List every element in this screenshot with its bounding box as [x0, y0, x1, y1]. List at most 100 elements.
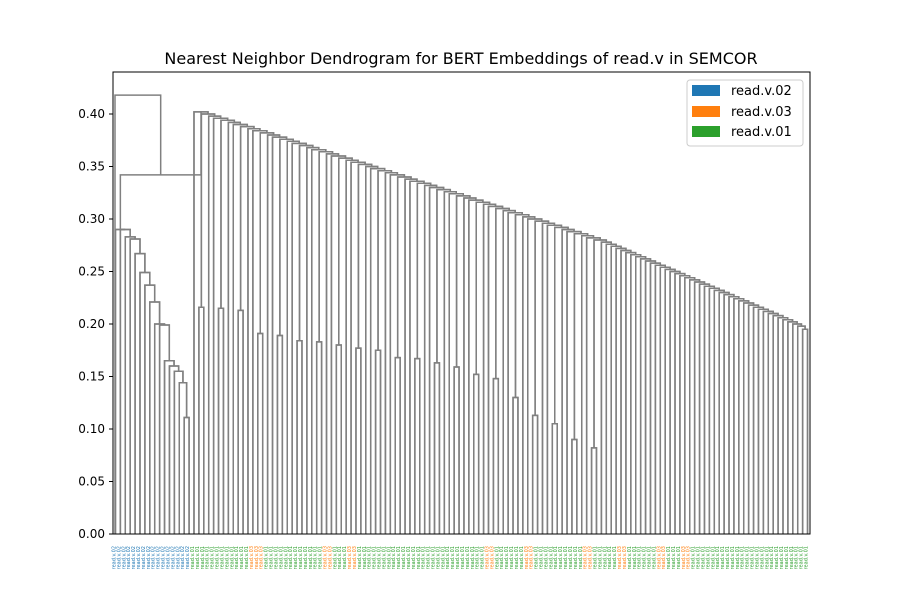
leaf-label: read.v.01	[269, 546, 275, 569]
leaf-label: read.v.03	[352, 546, 358, 569]
leaf-label: read.v.01	[558, 546, 564, 569]
legend-swatch-read-v-01	[692, 126, 720, 137]
leaf-label: read.v.01	[696, 546, 702, 569]
leaf-label: read.v.01	[342, 546, 348, 569]
leaf-label: read.v.01	[676, 546, 682, 569]
leaf-label: read.v.03	[489, 546, 495, 569]
leaf-label: read.v.01	[578, 546, 584, 569]
leaf-label: read.v.01	[337, 546, 343, 569]
leaf-label: read.v.01	[519, 546, 525, 569]
y-axis: 0.00 0.05 0.10 0.15 0.20 0.25 0.30 0.35 0.40	[78, 107, 113, 541]
leaf-label: read.v.01	[750, 546, 756, 569]
legend-label-read-v-02: read.v.02	[731, 84, 792, 99]
leaf-label: read.v.03	[259, 546, 265, 569]
leaf-label: read.v.03	[524, 546, 530, 569]
leaf-label: read.v.01	[391, 546, 397, 569]
leaf-label: read.v.01	[332, 546, 338, 569]
leaf-label: read.v.01	[401, 546, 407, 569]
leaf-label: read.v.02	[141, 546, 147, 569]
legend-swatch-read-v-03	[692, 106, 720, 117]
leaf-label: read.v.01	[494, 546, 500, 569]
leaf-label: read.v.03	[656, 546, 662, 569]
leaf-label: read.v.01	[730, 546, 736, 569]
leaf-label: read.v.01	[480, 546, 486, 569]
leaf-label: read.v.01	[224, 546, 230, 569]
leaf-label: read.v.01	[381, 546, 387, 569]
leaf-label: read.v.02	[161, 546, 167, 569]
y-tick-label: 0.30	[78, 212, 105, 226]
leaf-label: read.v.01	[435, 546, 441, 569]
leaf-label: read.v.03	[583, 546, 589, 569]
y-tick-label: 0.15	[78, 370, 105, 384]
leaf-label: read.v.03	[622, 546, 628, 569]
leaf-label: read.v.01	[720, 546, 726, 569]
y-tick-label: 0.05	[78, 475, 105, 489]
leaf-label: read.v.02	[156, 546, 162, 569]
leaf-label: read.v.01	[219, 546, 225, 569]
leaf-label: read.v.03	[323, 546, 329, 569]
leaf-label: read.v.01	[426, 546, 432, 569]
leaf-label: read.v.01	[406, 546, 412, 569]
leaf-label: read.v.01	[362, 546, 368, 569]
leaf-label: read.v.01	[573, 546, 579, 569]
leaf-label: read.v.01	[794, 546, 800, 569]
leaf-label: read.v.01	[377, 546, 383, 569]
leaf-label: read.v.01	[784, 546, 790, 569]
leaf-label: read.v.01	[612, 546, 618, 569]
leaf-label: read.v.01	[632, 546, 638, 569]
leaf-label: read.v.01	[735, 546, 741, 569]
leaf-label: read.v.01	[386, 546, 392, 569]
leaf-label: read.v.01	[470, 546, 476, 569]
leaf-label: read.v.02	[165, 546, 171, 569]
leaf-label: read.v.01	[293, 546, 299, 569]
leaf-label: read.v.01	[509, 546, 515, 569]
leaf-label: read.v.01	[450, 546, 456, 569]
legend-swatch-read-v-02	[692, 85, 720, 96]
leaf-label: read.v.03	[249, 546, 255, 569]
leaf-label: read.v.01	[637, 546, 643, 569]
y-tick-label: 0.35	[78, 160, 105, 174]
leaf-label: read.v.01	[431, 546, 437, 569]
leaf-label: read.v.01	[205, 546, 211, 569]
leaf-label: read.v.01	[666, 546, 672, 569]
leaf-label: read.v.01	[234, 546, 240, 569]
leaf-label: read.v.01	[568, 546, 574, 569]
leaf-label: read.v.01	[460, 546, 466, 569]
leaf-label: read.v.01	[563, 546, 569, 569]
leaf-label: read.v.01	[308, 546, 314, 569]
leaf-label: read.v.01	[499, 546, 505, 569]
leaf-label: read.v.01	[804, 546, 810, 569]
leaf-label: read.v.01	[691, 546, 697, 569]
leaf-label: read.v.02	[111, 546, 117, 569]
leaf-label: read.v.03	[588, 546, 594, 569]
leaf-label: read.v.01	[789, 546, 795, 569]
chart-title: Nearest Neighbor Dendrogram for BERT Emb…	[164, 49, 757, 68]
leaf-label: read.v.02	[136, 546, 142, 569]
leaf-label: read.v.01	[754, 546, 760, 569]
leaf-label: read.v.01	[445, 546, 451, 569]
plot-frame	[112, 71, 811, 535]
y-tick-label: 0.10	[78, 422, 105, 436]
leaf-label: read.v.01	[779, 546, 785, 569]
leaf-label: read.v.01	[278, 546, 284, 569]
dendrogram-root-link	[114, 94, 162, 534]
leaf-label: read.v.01	[440, 546, 446, 569]
leaf-label: read.v.01	[244, 546, 250, 569]
y-tick-label: 0.25	[78, 265, 105, 279]
leaf-label: read.v.01	[514, 546, 520, 569]
leaf-label: read.v.01	[411, 546, 417, 569]
leaf-label: read.v.01	[190, 546, 196, 569]
leaf-label: read.v.02	[175, 546, 181, 569]
leaf-label: read.v.03	[617, 546, 623, 569]
leaf-label: read.v.01	[710, 546, 716, 569]
leaf-label: read.v.03	[347, 546, 353, 569]
legend: read.v.02 read.v.03 read.v.01	[686, 79, 804, 147]
leaf-label: read.v.02	[146, 546, 152, 569]
leaf-label: read.v.01	[725, 546, 731, 569]
leaf-label: read.v.01	[504, 546, 510, 569]
leaf-label: read.v.02	[180, 546, 186, 569]
leaf-label: read.v.03	[661, 546, 667, 569]
leaf-label: read.v.01	[534, 546, 540, 569]
leaf-label: read.v.01	[597, 546, 603, 569]
leaf-label: read.v.01	[759, 546, 765, 569]
